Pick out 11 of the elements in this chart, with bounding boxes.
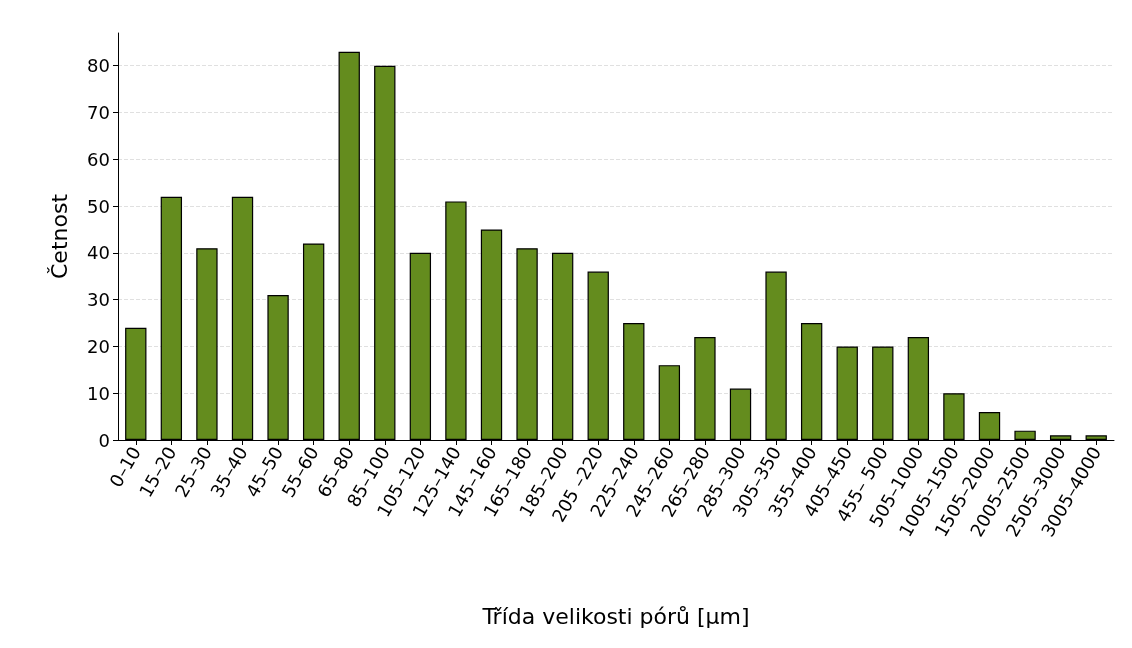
y-tick-label: 20	[87, 335, 110, 357]
y-tick-label: 50	[87, 195, 110, 217]
x-axis-title: Třída velikosti pórů [µm]	[481, 603, 750, 629]
y-tick-label: 80	[87, 55, 110, 77]
y-tick-label: 30	[87, 289, 110, 311]
y-tick-label: 70	[87, 102, 110, 124]
y-tick-label: 10	[87, 382, 110, 404]
y-tick-label: 40	[87, 242, 110, 264]
y-tick-label: 0	[98, 429, 110, 451]
y-axis-title: Četnost	[46, 193, 72, 280]
y-tick-label: 60	[87, 148, 110, 170]
